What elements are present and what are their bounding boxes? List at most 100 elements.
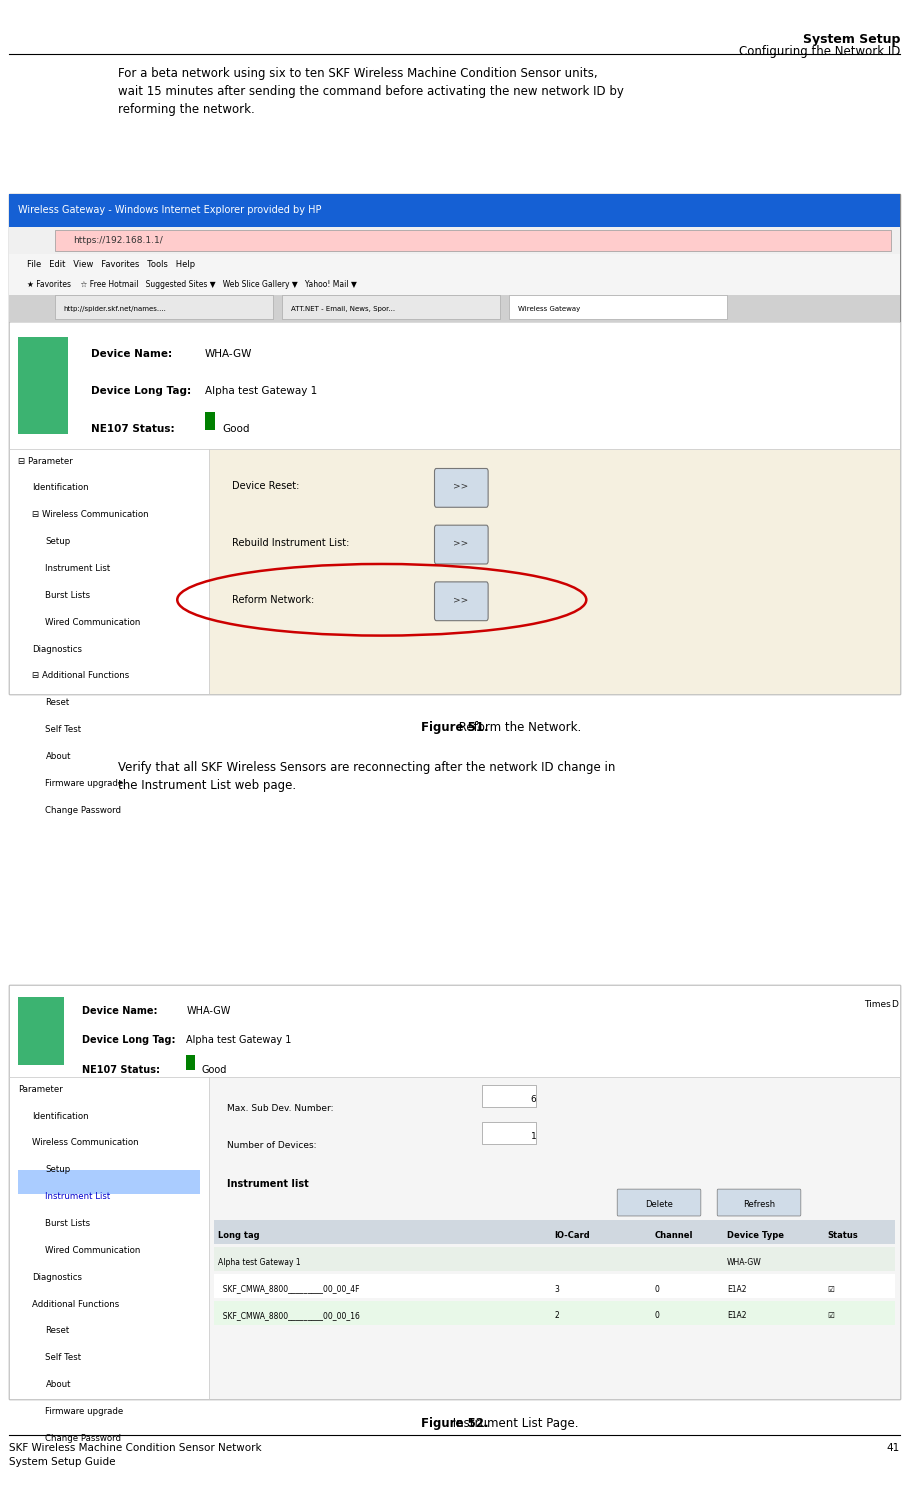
FancyBboxPatch shape: [186, 1055, 195, 1070]
Text: SKF_CMWA_8800_________00_00_16: SKF_CMWA_8800_________00_00_16: [218, 1311, 360, 1320]
FancyBboxPatch shape: [282, 295, 500, 319]
Text: Status: Status: [827, 1231, 858, 1240]
Text: Identification: Identification: [32, 1112, 88, 1120]
Text: Burst Lists: Burst Lists: [45, 1219, 91, 1228]
Text: ★ Favorites    ☆ Free Hotmail   Suggested Sites ▼   Web Slice Gallery ▼   Yahoo!: ★ Favorites ☆ Free Hotmail Suggested Sit…: [27, 280, 357, 289]
FancyBboxPatch shape: [9, 194, 900, 694]
FancyBboxPatch shape: [9, 449, 209, 694]
Text: Setup: Setup: [45, 1165, 71, 1174]
Text: Firmware upgrade: Firmware upgrade: [45, 1407, 124, 1416]
Text: Identification: Identification: [32, 483, 88, 492]
FancyBboxPatch shape: [9, 322, 900, 449]
Text: ATT.NET - Email, News, Spor...: ATT.NET - Email, News, Spor...: [291, 306, 395, 312]
Text: Alpha test Gateway 1: Alpha test Gateway 1: [218, 1258, 301, 1267]
Text: Instrument List Page.: Instrument List Page.: [449, 1417, 578, 1431]
Text: Reform Network:: Reform Network:: [232, 595, 314, 604]
Text: System Setup: System Setup: [803, 33, 900, 46]
Text: Additional Functions: Additional Functions: [32, 1300, 119, 1308]
Text: Instrument List: Instrument List: [45, 564, 111, 573]
FancyBboxPatch shape: [435, 582, 488, 621]
Text: Alpha test Gateway 1: Alpha test Gateway 1: [205, 386, 316, 397]
FancyBboxPatch shape: [205, 412, 215, 430]
Text: Instrument list: Instrument list: [227, 1179, 309, 1189]
Text: D: D: [891, 1000, 898, 1009]
Text: Self Test: Self Test: [45, 725, 82, 734]
Text: Alpha test Gateway 1: Alpha test Gateway 1: [186, 1035, 292, 1046]
FancyBboxPatch shape: [9, 1077, 209, 1399]
Text: Delete: Delete: [645, 1200, 673, 1209]
Text: Device Long Tag:: Device Long Tag:: [91, 386, 191, 397]
Text: 0: 0: [654, 1285, 659, 1294]
FancyBboxPatch shape: [9, 194, 900, 227]
Text: Burst Lists: Burst Lists: [45, 591, 91, 600]
Text: Firmware upgrade: Firmware upgrade: [45, 779, 124, 788]
Text: Figure 51.: Figure 51.: [421, 721, 488, 734]
Text: Reset: Reset: [45, 698, 70, 707]
Text: Reform the Network.: Reform the Network.: [455, 721, 581, 734]
FancyBboxPatch shape: [435, 525, 488, 564]
Text: Number of Devices:: Number of Devices:: [227, 1141, 316, 1150]
Text: ⊟ Additional Functions: ⊟ Additional Functions: [32, 671, 129, 680]
Text: 1: 1: [531, 1132, 536, 1141]
Text: 41: 41: [886, 1443, 900, 1453]
Text: E1A2: E1A2: [727, 1311, 746, 1320]
FancyBboxPatch shape: [617, 1189, 701, 1216]
Text: >>: >>: [454, 595, 468, 604]
Text: Wireless Gateway: Wireless Gateway: [518, 306, 580, 312]
Text: Wired Communication: Wired Communication: [45, 618, 141, 627]
Text: Self Test: Self Test: [45, 1353, 82, 1362]
Text: 6: 6: [531, 1095, 536, 1104]
FancyBboxPatch shape: [214, 1274, 895, 1298]
Text: Diagnostics: Diagnostics: [32, 645, 82, 653]
Text: Device Reset:: Device Reset:: [232, 482, 299, 491]
Text: For a beta network using six to ten SKF Wireless Machine Condition Sensor units,: For a beta network using six to ten SKF …: [118, 67, 624, 116]
FancyBboxPatch shape: [209, 449, 900, 694]
Text: http://spider.skf.net/names....: http://spider.skf.net/names....: [64, 306, 166, 312]
Text: About: About: [45, 752, 71, 761]
FancyBboxPatch shape: [9, 254, 900, 275]
Text: Change Password: Change Password: [45, 806, 122, 815]
FancyBboxPatch shape: [9, 227, 900, 254]
FancyBboxPatch shape: [509, 295, 727, 319]
Text: Reset: Reset: [45, 1326, 70, 1335]
FancyBboxPatch shape: [482, 1122, 536, 1144]
FancyBboxPatch shape: [9, 275, 900, 295]
FancyBboxPatch shape: [214, 1220, 895, 1244]
Text: Device Long Tag:: Device Long Tag:: [82, 1035, 175, 1046]
Text: Max. Sub Dev. Number:: Max. Sub Dev. Number:: [227, 1104, 334, 1113]
Text: Device Name:: Device Name:: [91, 349, 172, 360]
Text: Wireless Gateway - Windows Internet Explorer provided by HP: Wireless Gateway - Windows Internet Expl…: [18, 206, 322, 215]
Text: Long tag: Long tag: [218, 1231, 260, 1240]
FancyBboxPatch shape: [9, 295, 900, 322]
Text: Wireless Communication: Wireless Communication: [32, 1138, 138, 1147]
Text: Refresh: Refresh: [743, 1200, 775, 1209]
Text: Verify that all SKF Wireless Sensors are reconnecting after the network ID chang: Verify that all SKF Wireless Sensors are…: [118, 761, 615, 792]
FancyBboxPatch shape: [18, 337, 68, 434]
Text: E1A2: E1A2: [727, 1285, 746, 1294]
Text: About: About: [45, 1380, 71, 1389]
Text: Times: Times: [864, 1000, 891, 1009]
Text: >>: >>: [454, 539, 468, 548]
Text: ⊟ Wireless Communication: ⊟ Wireless Communication: [32, 510, 148, 519]
Text: File   Edit   View   Favorites   Tools   Help: File Edit View Favorites Tools Help: [27, 260, 195, 269]
FancyBboxPatch shape: [18, 997, 64, 1065]
Text: Channel: Channel: [654, 1231, 693, 1240]
Text: Configuring the Network ID: Configuring the Network ID: [738, 45, 900, 58]
FancyBboxPatch shape: [9, 985, 900, 1077]
Text: Figure 52.: Figure 52.: [421, 1417, 488, 1431]
Text: 0: 0: [654, 1311, 659, 1320]
Text: WHA-GW: WHA-GW: [727, 1258, 762, 1267]
FancyBboxPatch shape: [18, 1170, 200, 1194]
FancyBboxPatch shape: [209, 1077, 900, 1399]
Text: Device Name:: Device Name:: [82, 1006, 157, 1016]
Text: https://192.168.1.1/: https://192.168.1.1/: [73, 236, 163, 245]
Text: Instrument List: Instrument List: [45, 1192, 111, 1201]
FancyBboxPatch shape: [214, 1247, 895, 1271]
Text: Diagnostics: Diagnostics: [32, 1273, 82, 1282]
FancyBboxPatch shape: [435, 468, 488, 507]
Text: WHA-GW: WHA-GW: [205, 349, 252, 360]
Text: SKF_CMWA_8800_________00_00_4F: SKF_CMWA_8800_________00_00_4F: [218, 1285, 360, 1294]
FancyBboxPatch shape: [717, 1189, 801, 1216]
Text: IO-Card: IO-Card: [554, 1231, 590, 1240]
Text: SKF Wireless Machine Condition Sensor Network
System Setup Guide: SKF Wireless Machine Condition Sensor Ne…: [9, 1443, 262, 1467]
